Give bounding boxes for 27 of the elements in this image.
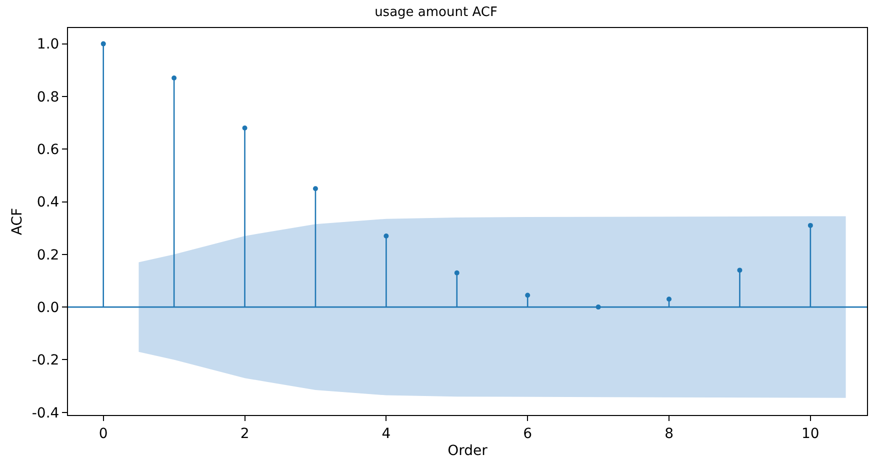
- point: [737, 268, 742, 273]
- y-tick-label: 0.4: [36, 194, 60, 211]
- x-tick-label: 0: [98, 426, 108, 442]
- y-tick-label: 0.8: [36, 89, 60, 106]
- x-tick-label: 8: [664, 426, 674, 442]
- point: [100, 41, 106, 46]
- x-axis-title: Order: [448, 443, 488, 460]
- y-axis-title: ACF: [9, 208, 26, 236]
- point: [666, 296, 672, 302]
- x-tick-label: 10: [802, 426, 820, 442]
- point: [525, 292, 530, 298]
- y-tick-label: 1.0: [36, 36, 60, 53]
- x-tick-label: 6: [523, 426, 532, 442]
- chart-title: usage amount ACF: [374, 5, 498, 20]
- point: [172, 76, 177, 81]
- y-tick-label: 0.2: [36, 247, 60, 264]
- y-tick-label: 0.0: [36, 300, 60, 316]
- x-tick-label: 4: [382, 426, 391, 442]
- point: [384, 233, 389, 238]
- y-tick-label: -0.4: [32, 405, 60, 422]
- point: [454, 270, 460, 276]
- x-tick-label: 2: [240, 426, 250, 442]
- point: [312, 186, 318, 192]
- point: [808, 222, 813, 228]
- point: [242, 126, 248, 131]
- y-tick-label: -0.2: [32, 352, 60, 369]
- y-tick-label: 0.6: [36, 142, 60, 158]
